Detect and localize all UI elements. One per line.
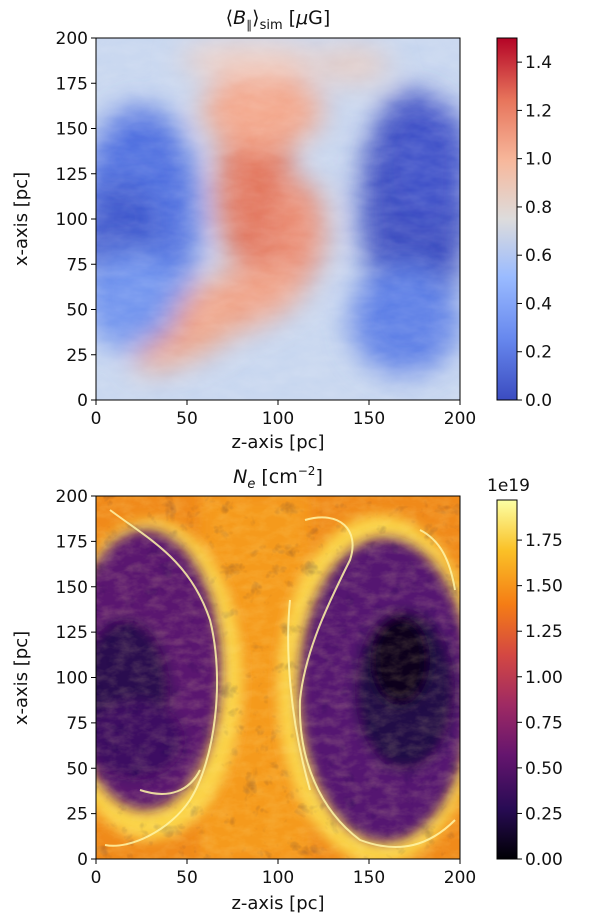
- density-colorbar: [496, 499, 518, 860]
- bfield-colorbar-ticks: 0.0 0.2 0.4 0.6 0.8 1.0 1.2 1.4: [517, 53, 552, 411]
- bfield-x-ticks: 0 50 100 150 200: [91, 400, 476, 429]
- bfield-colorbar-tick-label: 1.2: [525, 101, 552, 121]
- bfield-y-tick-label: 100: [56, 210, 88, 230]
- density-panel: Ne [cm−2]: [11, 464, 563, 914]
- bfield-y-tick-label: 25: [66, 346, 88, 366]
- bfield-x-tick-label: 200: [444, 409, 476, 429]
- density-y-tick-label: 150: [56, 578, 88, 598]
- density-y-tick-label: 125: [56, 623, 88, 643]
- bfield-colorbar-tick-label: 0.0: [525, 391, 552, 411]
- bfield-ylabel: x-axis [pc]: [11, 172, 32, 266]
- bfield-colorbar-tick-label: 0.2: [525, 343, 552, 363]
- bfield-colorbar-tick-label: 1.0: [525, 150, 552, 170]
- bfield-x-tick-label: 0: [91, 409, 102, 429]
- density-y-tick-label: 0: [77, 850, 88, 870]
- bfield-y-tick-label: 125: [56, 165, 88, 185]
- density-y-tick-label: 75: [66, 714, 88, 734]
- density-y-tick-label: 175: [56, 532, 88, 552]
- density-x-tick-label: 100: [262, 868, 294, 888]
- bfield-y-tick-label: 175: [56, 74, 88, 94]
- density-colorbar-tick-label: 0.00: [525, 850, 563, 870]
- density-colorbar-tick-label: 0.50: [525, 759, 563, 779]
- density-colorbar-ticks: 0.00 0.25 0.50 0.75 1.00 1.25 1.50 1.75: [517, 531, 563, 870]
- density-y-tick-label: 25: [66, 805, 88, 825]
- density-title: Ne [cm−2]: [233, 464, 323, 492]
- bfield-y-tick-label: 200: [56, 29, 88, 49]
- density-colorbar-tick-label: 1.50: [525, 577, 563, 597]
- density-colorbar-tick-label: 1.25: [525, 622, 563, 642]
- density-colorbar-tick-label: 0.25: [525, 804, 563, 824]
- bfield-colorbar-tick-label: 0.8: [525, 198, 552, 218]
- bfield-x-tick-label: 150: [353, 409, 385, 429]
- bfield-panel: ⟨B∥⟩sim [μG]: [11, 7, 552, 453]
- density-colorbar-tick-label: 0.75: [525, 713, 563, 733]
- bfield-y-tick-label: 75: [66, 255, 88, 275]
- bfield-x-tick-label: 50: [176, 409, 198, 429]
- density-colorbar-tick-label: 1.75: [525, 531, 563, 551]
- bfield-title: ⟨B∥⟩sim [μG]: [226, 7, 331, 33]
- density-heatmap: [96, 496, 460, 859]
- density-x-tick-label: 150: [353, 868, 385, 888]
- density-y-tick-label: 200: [56, 487, 88, 507]
- density-colorbar-offset-label: 1e19: [487, 476, 530, 496]
- density-ylabel: x-axis [pc]: [11, 631, 32, 725]
- bfield-heatmap: [96, 38, 460, 400]
- bfield-colorbar: [496, 37, 518, 401]
- density-y-tick-label: 50: [66, 759, 88, 779]
- density-x-tick-label: 50: [176, 868, 198, 888]
- density-xlabel: z-axis [pc]: [231, 893, 324, 914]
- density-y-tick-label: 100: [56, 669, 88, 689]
- density-x-ticks: 0 50 100 150 200: [91, 859, 476, 888]
- bfield-y-tick-label: 50: [66, 301, 88, 321]
- bfield-xlabel: z-axis [pc]: [231, 432, 324, 453]
- bfield-y-ticks: 0 25 50 75 100 125 150 175 200: [56, 29, 96, 411]
- density-x-tick-label: 0: [91, 868, 102, 888]
- density-colorbar-tick-label: 1.00: [525, 668, 563, 688]
- bfield-colorbar-tick-label: 0.6: [525, 246, 552, 266]
- bfield-colorbar-tick-label: 1.4: [525, 53, 552, 73]
- bfield-y-tick-label: 0: [77, 391, 88, 411]
- bfield-y-tick-label: 150: [56, 120, 88, 140]
- bfield-x-tick-label: 100: [262, 409, 294, 429]
- density-x-tick-label: 200: [444, 868, 476, 888]
- density-y-ticks: 0 25 50 75 100 125 150 175 200: [56, 487, 96, 870]
- bfield-colorbar-tick-label: 0.4: [525, 294, 552, 314]
